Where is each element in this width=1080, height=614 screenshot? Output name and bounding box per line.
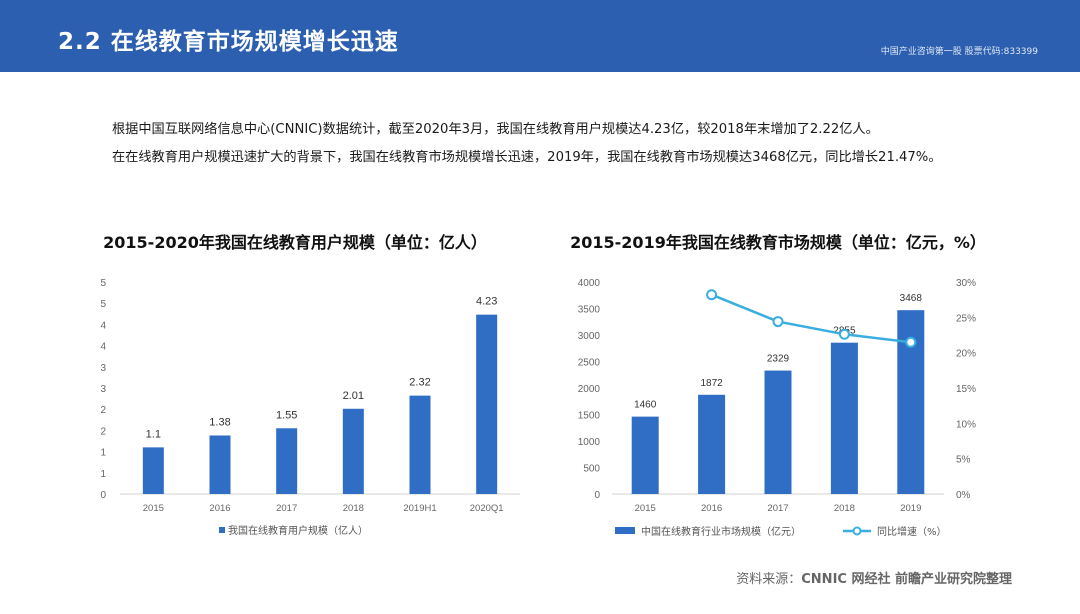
chart2-x-tick-label: 2015 [635, 503, 656, 514]
chart1-bar [476, 314, 498, 494]
chart2-growth-point [706, 289, 718, 301]
chart2-y-left-tick-label: 0 [594, 490, 600, 501]
chart1-x-tick-label: 2020Q1 [470, 503, 504, 514]
chart2-growth-line [711, 293, 911, 344]
chart2-x-tick-label: 2019 [900, 503, 921, 514]
chart1-bar [209, 435, 231, 494]
page-title: 2.2 在线教育市场规模增长迅速 [58, 29, 399, 55]
chart2-data-label: 2329 [767, 354, 790, 365]
chart1-y-tick-label: 0 [100, 490, 106, 501]
chart1-data-label: 1.55 [276, 409, 297, 421]
chart2-growth-point [772, 316, 784, 328]
chart2-legend-line-marker [852, 526, 862, 536]
chart2-y-right-tick-label: 20% [956, 349, 976, 360]
chart2-growth-point [838, 328, 850, 340]
chart2-x-tick-label: 2018 [834, 503, 855, 514]
chart2-legend-bar-label: 中国在线教育行业市场规模（亿元） [641, 525, 801, 538]
chart2-y-right-tick-label: 30% [956, 278, 976, 289]
chart2-y-left-tick-label: 4000 [578, 278, 601, 289]
chart2-title: 2015-2019年我国在线教育市场规模（单位：亿元，%） [570, 233, 986, 252]
chart2-x-tick-label: 2017 [767, 503, 788, 514]
chart2-bar [698, 394, 726, 494]
chart1-x-tick-label: 2015 [143, 503, 164, 514]
chart2-y-left-tick-label: 2500 [578, 358, 601, 369]
source-note: 资料来源：CNNIC 网经社 前瞻产业研究院整理 [736, 568, 1012, 587]
chart1-y-tick-label: 3 [100, 384, 106, 395]
chart1-legend-label: 我国在线教育用户规模（亿人） [228, 524, 368, 537]
chart1-bar [342, 408, 364, 494]
chart2-growth-point [905, 336, 917, 348]
chart2-bar [631, 416, 659, 494]
chart2-y-left-tick-label: 2000 [578, 384, 601, 395]
chart2-y-left-tick-label: 3500 [578, 305, 601, 316]
chart2-y-right-tick-label: 10% [956, 419, 976, 430]
chart1-y-tick-label: 5 [100, 278, 106, 289]
source-label: 资料来源： [736, 572, 802, 587]
chart1-bar [276, 428, 298, 494]
chart1-data-label: 4.23 [476, 296, 497, 308]
chart1-x-tick-label: 2017 [276, 503, 297, 514]
chart1-data-label: 2.32 [409, 377, 430, 389]
chart2-y-left-tick-label: 1500 [578, 411, 601, 422]
chart1-y-tick-label: 4 [100, 342, 106, 353]
chart2-data-label: 3468 [900, 293, 923, 304]
chart1-bar [409, 395, 431, 494]
chart2-data-label: 1872 [700, 378, 723, 389]
chart1-y-tick-label: 1 [100, 448, 106, 459]
chart1-data-label: 1.38 [209, 416, 230, 428]
chart2-x-tick-label: 2016 [701, 503, 722, 514]
paragraph-2: 在在线教育用户规模迅速扩大的背景下，我国在线教育市场规模增长迅速，2019年，我… [112, 150, 942, 165]
chart1-y-tick-label: 2 [100, 426, 106, 437]
paragraph-1: 根据中国互联网络信息中心(CNNIC)数据统计，截至2020年3月，我国在线教育… [112, 122, 879, 137]
chart2-y-right-tick-label: 25% [956, 313, 976, 324]
chart1-x-tick-label: 2019H1 [403, 503, 436, 514]
source-text: CNNIC 网经社 前瞻产业研究院整理 [801, 572, 1012, 587]
chart1-y-tick-label: 4 [100, 320, 106, 331]
chart2-y-right-tick-label: 5% [956, 455, 971, 466]
chart1-x-tick-label: 2016 [209, 503, 230, 514]
chart2-y-right-tick-label: 0% [956, 490, 971, 501]
chart2-y-left-tick-label: 3000 [578, 331, 601, 342]
chart1-y-tick-label: 2 [100, 405, 106, 416]
chart2-bar [830, 342, 858, 494]
header-bar: 2.2 在线教育市场规模增长迅速 中国产业咨询第一股 股票代码:833399 [0, 0, 1080, 72]
chart1-y-tick-label: 5 [100, 299, 106, 310]
chart2-bar [764, 370, 792, 494]
chart1-y-tick-label: 1 [100, 469, 106, 480]
chart2-legend-line-label: 同比增速（%） [877, 525, 947, 538]
chart2-data-label: 1460 [634, 400, 657, 411]
chart2-y-left-tick-label: 500 [583, 464, 600, 475]
chart1-data-label: 2.01 [343, 390, 364, 402]
chart1-x-tick-label: 2018 [343, 503, 364, 514]
chart1-bar [142, 447, 164, 494]
chart2-y-left-tick-label: 1000 [578, 437, 601, 448]
header-company-info: 中国产业咨询第一股 股票代码:833399 [880, 47, 1038, 57]
chart2-y-right-tick-label: 15% [956, 384, 976, 395]
chart2-legend-bar-swatch [615, 527, 635, 534]
chart1-legend-swatch [219, 527, 225, 533]
chart1-data-label: 1.1 [146, 428, 161, 440]
chart1-y-tick-label: 3 [100, 363, 106, 374]
chart1-title: 2015-2020年我国在线教育用户规模（单位：亿人） [103, 233, 487, 252]
